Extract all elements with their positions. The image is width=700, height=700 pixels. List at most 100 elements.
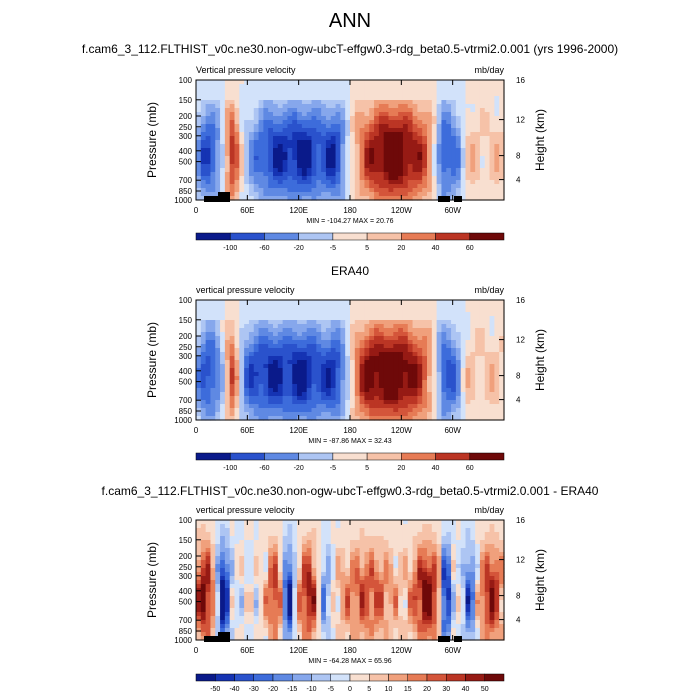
heatmap-cell xyxy=(499,92,505,97)
heatmap-cell xyxy=(417,324,423,329)
heatmap-cell xyxy=(407,564,414,569)
y-right-tick-label: 8 xyxy=(516,372,521,381)
heatmap-cell xyxy=(234,572,240,577)
heatmap-cell xyxy=(244,92,250,97)
heatmap-cell xyxy=(350,536,356,541)
heatmap-cell xyxy=(412,164,418,169)
heatmap-cell xyxy=(475,176,481,181)
heatmap-cell xyxy=(248,160,255,165)
heatmap-cell xyxy=(354,312,361,317)
heatmap-cell xyxy=(321,412,327,417)
heatmap-cell xyxy=(378,192,385,197)
heatmap-cell xyxy=(489,128,495,133)
heatmap-cell xyxy=(427,568,433,573)
heatmap-cell xyxy=(287,332,293,337)
heatmap-cell xyxy=(301,400,308,405)
heatmap-cell xyxy=(210,532,216,537)
heatmap-cell xyxy=(335,312,341,317)
heatmap-cell xyxy=(412,332,418,337)
heatmap-cell xyxy=(451,392,457,397)
heatmap-cell xyxy=(268,364,274,369)
heatmap-cell xyxy=(393,360,399,365)
heatmap-cell xyxy=(455,396,462,401)
heatmap-cell xyxy=(359,376,366,381)
heatmap-cell xyxy=(297,100,303,105)
heatmap-cell xyxy=(325,564,332,569)
heatmap-cell xyxy=(374,408,380,413)
heatmap-cell xyxy=(412,132,418,137)
heatmap-cell xyxy=(196,376,202,381)
heatmap-cell xyxy=(205,88,212,93)
heatmap-cell xyxy=(484,304,491,309)
heatmap-cell xyxy=(407,180,414,185)
heatmap-cell xyxy=(282,412,289,417)
heatmap-cell xyxy=(268,312,274,317)
heatmap-cell xyxy=(292,148,298,153)
heatmap-cell xyxy=(301,304,308,309)
heatmap-cell xyxy=(455,568,462,573)
heatmap-cell xyxy=(465,88,471,93)
heatmap-cell xyxy=(258,340,264,345)
heatmap-cell xyxy=(431,136,438,141)
heatmap-cell xyxy=(417,188,423,193)
heatmap-cell xyxy=(268,396,274,401)
heatmap-cell xyxy=(354,328,361,333)
heatmap-cell xyxy=(479,368,486,373)
heatmap-cell xyxy=(301,356,308,361)
heatmap-cell xyxy=(273,548,279,553)
heatmap-cell xyxy=(215,388,221,393)
heatmap-cell xyxy=(398,184,404,189)
heatmap-cell xyxy=(465,352,471,357)
heatmap-cell xyxy=(489,560,495,565)
heatmap-cell xyxy=(383,568,390,573)
heatmap-cell xyxy=(422,412,428,417)
heatmap-cell xyxy=(229,416,236,421)
heatmap-cell xyxy=(374,132,380,137)
heatmap-cell xyxy=(479,180,486,185)
heatmap-cell xyxy=(359,360,366,365)
heatmap-cell xyxy=(484,192,491,197)
heatmap-cell xyxy=(417,168,423,173)
heatmap-cell xyxy=(297,304,303,309)
heatmap-cell xyxy=(388,324,394,329)
heatmap-cell xyxy=(330,564,337,569)
heatmap-cell xyxy=(268,192,274,197)
heatmap-cell xyxy=(210,524,216,529)
heatmap-cell xyxy=(282,192,289,197)
heatmap-cell xyxy=(427,168,433,173)
heatmap-cell xyxy=(407,304,414,309)
heatmap-cell xyxy=(297,396,303,401)
heatmap-cell xyxy=(239,416,245,421)
heatmap-cell xyxy=(484,320,491,325)
heatmap-cell xyxy=(325,552,332,557)
heatmap-cell xyxy=(330,84,337,89)
heatmap-cell xyxy=(499,528,505,533)
heatmap-cell xyxy=(446,132,452,137)
heatmap-cell xyxy=(301,560,308,565)
heatmap-cell xyxy=(297,92,303,97)
heatmap-cell xyxy=(364,324,370,329)
heatmap-cell xyxy=(364,388,370,393)
heatmap-cell xyxy=(499,348,505,353)
heatmap-cell xyxy=(200,360,207,365)
heatmap-cell xyxy=(277,80,284,85)
heatmap-cell xyxy=(282,116,289,121)
heatmap-cell xyxy=(470,336,476,341)
heatmap-cell xyxy=(364,404,370,409)
heatmap-cell xyxy=(277,332,284,337)
heatmap-cell xyxy=(287,196,293,201)
heatmap-cell xyxy=(330,164,337,169)
heatmap-cell xyxy=(196,372,202,377)
heatmap-cell xyxy=(306,360,313,365)
heatmap-cell xyxy=(431,152,438,157)
heatmap-cell xyxy=(470,152,476,157)
heatmap-cell xyxy=(220,336,226,341)
heatmap-cell xyxy=(402,524,409,529)
heatmap-cell xyxy=(427,80,433,85)
heatmap-cell xyxy=(205,96,212,101)
heatmap-cell xyxy=(325,132,332,137)
heatmap-cell xyxy=(494,192,500,197)
heatmap-cell xyxy=(224,164,231,169)
heatmap-cell xyxy=(239,156,245,161)
heatmap-cell xyxy=(292,84,298,89)
